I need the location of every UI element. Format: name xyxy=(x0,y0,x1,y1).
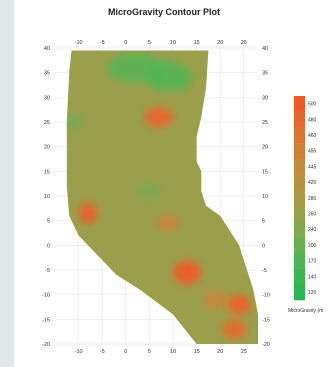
y-tick-label-right: 25 xyxy=(262,120,268,126)
colorbar-tick-label: 240 xyxy=(308,227,317,233)
y-tick-label-right: 0 xyxy=(262,243,265,249)
contour-hotspot xyxy=(163,65,192,90)
colorbar-tick-label: 455 xyxy=(308,149,317,155)
contour-hotspot xyxy=(222,319,247,340)
x-tick-label-bottom: -5 xyxy=(100,349,105,355)
x-tick-label-bottom: -10 xyxy=(75,349,83,355)
y-tick-label-right: 15 xyxy=(262,169,268,175)
x-tick-label-top: -10 xyxy=(75,40,83,46)
y-tick-label-right: -5 xyxy=(262,268,267,274)
colorbar-tick-label: 260 xyxy=(308,211,317,217)
colorbar-cell xyxy=(294,252,305,269)
colorbar-tick-label: 200 xyxy=(308,243,317,249)
x-tick-label-bottom: 10 xyxy=(170,349,176,355)
contour-hotspot xyxy=(203,289,228,310)
colorbar-tick-label: 445 xyxy=(308,164,317,170)
y-tick-label-right: -20 xyxy=(262,342,270,348)
x-tick-label-top: 0 xyxy=(124,40,127,46)
colorbar-cell xyxy=(294,237,305,254)
x-tick-label-top: 5 xyxy=(148,40,151,46)
x-tick-label-bottom: 20 xyxy=(217,349,223,355)
colorbar-tick-label: 500 xyxy=(308,102,317,108)
colorbar-tick-label: 170 xyxy=(308,259,317,265)
y-tick-label-left: -15 xyxy=(42,317,50,323)
colorbar-cell xyxy=(294,96,305,112)
contour-blobs xyxy=(66,52,251,340)
y-tick-label-right: 10 xyxy=(262,194,268,200)
colorbar-cell xyxy=(294,221,305,238)
colorbar-tick-label: 280 xyxy=(308,196,317,202)
x-tick-label-bottom: 5 xyxy=(148,349,151,355)
colorbar-title: MicroGravity (m xyxy=(288,308,323,314)
y-tick-label-left: 40 xyxy=(44,46,50,52)
y-tick-label-left: 30 xyxy=(44,95,50,101)
y-tick-label-right: -15 xyxy=(262,317,270,323)
y-tick-label-left: 5 xyxy=(47,219,50,225)
x-tick-label-bottom: 0 xyxy=(124,349,127,355)
colorbar: 500 480 460 455 445 420 280 260 240 200 170 140 120 M… xyxy=(288,96,323,314)
chart-title: MicroGravity Contour Plot xyxy=(107,7,220,17)
x-tick-label-bottom: 25 xyxy=(241,349,247,355)
y-tick-label-left: -10 xyxy=(42,293,50,299)
x-tick-label-top: 20 xyxy=(217,40,223,46)
y-tick-label-right: 30 xyxy=(262,95,268,101)
colorbar-cell xyxy=(294,143,305,160)
x-tick-label-top: 15 xyxy=(194,40,200,46)
x-tick-label-top: 10 xyxy=(170,40,176,46)
y-tick-label-right: -10 xyxy=(262,293,270,299)
contour-hotspot xyxy=(156,215,181,231)
contour-hotspot xyxy=(66,114,81,130)
y-tick-label-left: 0 xyxy=(47,243,50,249)
x-tick-label-top: 25 xyxy=(241,40,247,46)
colorbar-cell xyxy=(294,174,305,191)
colorbar-tick-label: 480 xyxy=(308,117,317,123)
colorbar-tick-label: 120 xyxy=(308,290,317,296)
colorbar-cell xyxy=(294,190,305,207)
contour-hotspot xyxy=(144,107,174,127)
colorbar-cell xyxy=(294,111,305,128)
contour-hotspot xyxy=(173,260,202,285)
colorbar-cell xyxy=(294,268,305,285)
colorbar-cell xyxy=(294,127,305,144)
colorbar-tick-label: 140 xyxy=(308,274,317,280)
y-tick-label-right: 20 xyxy=(262,145,268,151)
colorbar-tick-label: 420 xyxy=(308,180,317,186)
y-tick-label-right: 35 xyxy=(262,71,268,77)
y-tick-label-left: 35 xyxy=(44,71,50,77)
y-tick-label-left: 15 xyxy=(44,169,50,175)
y-tick-label-left: 10 xyxy=(44,194,50,200)
colorbar-cell xyxy=(294,205,305,222)
colorbar-cell xyxy=(294,284,305,301)
contour-hotspot xyxy=(78,203,98,224)
y-tick-label-left: 20 xyxy=(44,145,50,151)
x-tick-label-top: -5 xyxy=(100,40,105,46)
x-tick-label-bottom: 15 xyxy=(194,349,200,355)
y-tick-label-right: 40 xyxy=(262,46,268,52)
y-tick-label-left: 25 xyxy=(44,120,50,126)
y-tick-label-right: 5 xyxy=(262,219,265,225)
colorbar-cell xyxy=(294,158,305,175)
y-tick-label-left: -5 xyxy=(45,268,50,274)
colorbar-tick-label: 460 xyxy=(308,133,317,139)
y-tick-label-left: -20 xyxy=(42,342,50,348)
contour-hotspot xyxy=(137,183,162,199)
contour-hotspot xyxy=(227,294,251,315)
